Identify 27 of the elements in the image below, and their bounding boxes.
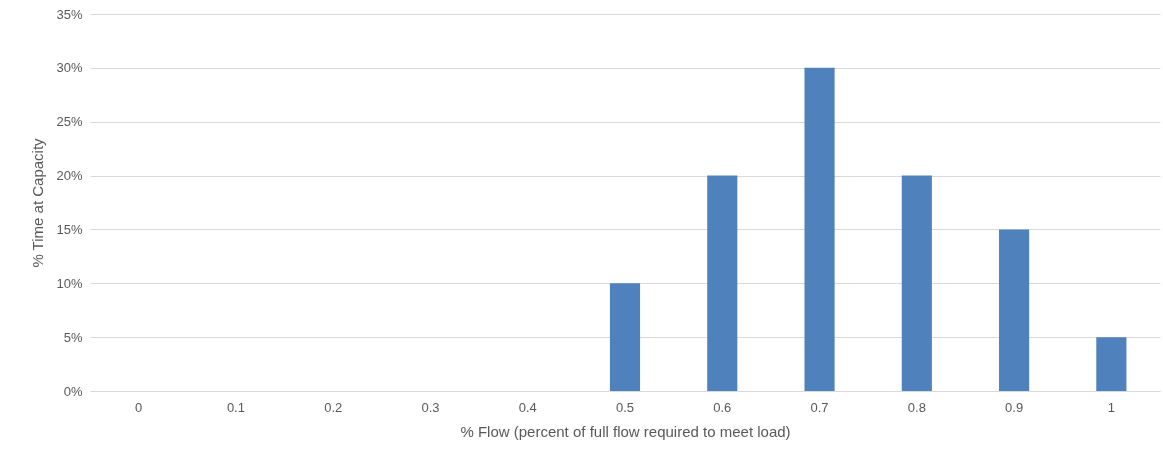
x-tick-label: 0 xyxy=(135,399,143,415)
bar xyxy=(901,175,932,391)
x-tick-label: 0.7 xyxy=(810,399,829,415)
x-tick-label: 0.2 xyxy=(324,399,343,415)
y-tick-label: 15% xyxy=(56,221,83,237)
y-axis-title: % Time at Capacity xyxy=(29,137,47,268)
y-tick-label: 0% xyxy=(63,383,83,399)
x-tick-label: 0.1 xyxy=(226,399,245,415)
bar xyxy=(609,283,641,391)
bar xyxy=(707,175,738,391)
y-tick-label: 10% xyxy=(56,275,83,291)
y-tick-label: 35% xyxy=(56,6,83,22)
x-tick-label: 1 xyxy=(1107,399,1115,415)
bar xyxy=(1096,337,1127,391)
x-tick-label: 0.9 xyxy=(1005,399,1024,415)
bar xyxy=(999,229,1030,391)
y-tick-label: 25% xyxy=(56,114,83,130)
x-axis-title: % Flow (percent of full flow required to meet load) xyxy=(460,422,791,440)
y-tick-label: 30% xyxy=(56,60,83,76)
x-tick-label: 0.8 xyxy=(907,399,926,415)
x-tick-label: 0.6 xyxy=(713,399,732,415)
x-tick-label: 0.4 xyxy=(518,399,537,415)
y-tick-label: 20% xyxy=(56,168,83,184)
y-tick-label: 5% xyxy=(63,329,83,345)
x-tick-label: 0.3 xyxy=(421,399,440,415)
x-tick-label: 0.5 xyxy=(615,399,635,415)
bar xyxy=(804,67,835,391)
